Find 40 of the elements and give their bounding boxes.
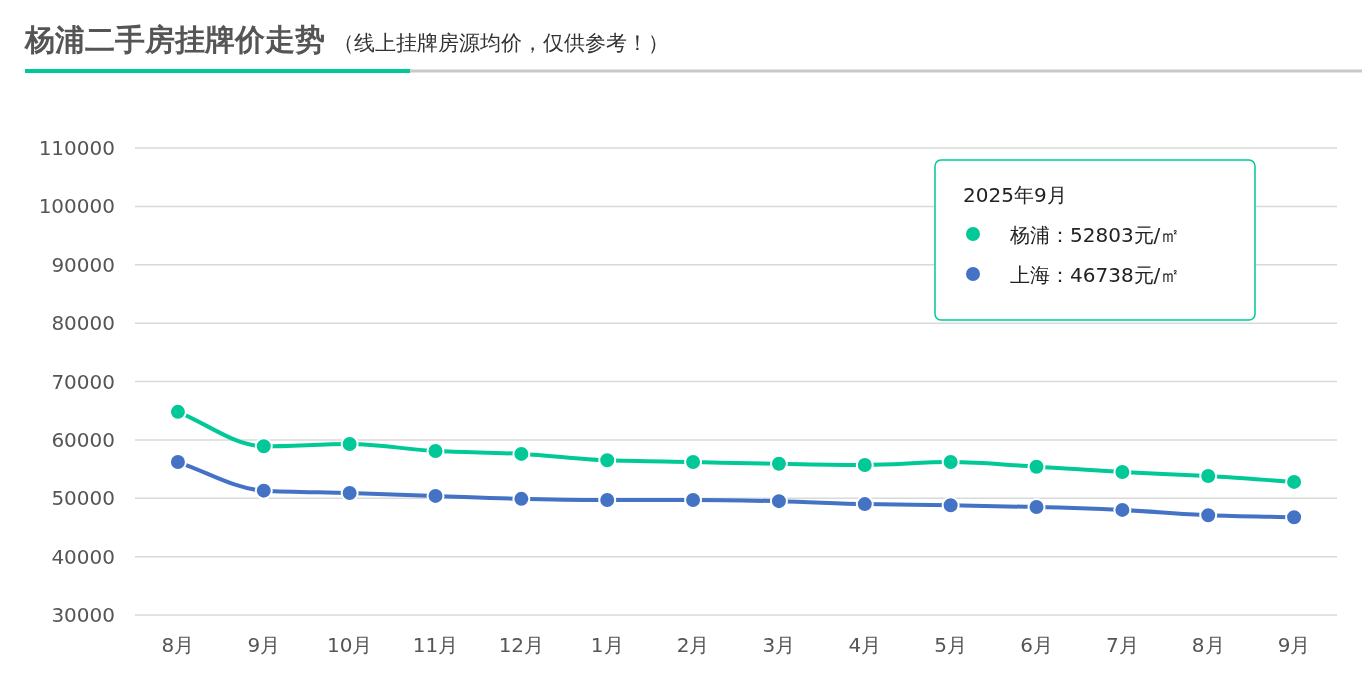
chart-title: 杨浦二手房挂牌价走势: [24, 22, 325, 57]
point: [598, 451, 617, 470]
y-tick-label: 50000: [51, 486, 115, 511]
chart-subtitle: （线上挂牌房源均价，仅供参考！）: [333, 31, 669, 55]
point: [769, 454, 788, 473]
point: [254, 437, 273, 456]
point: [598, 491, 617, 509]
y-tick-label: 90000: [51, 252, 115, 277]
x-tick-label: 4月: [848, 633, 882, 657]
point: [1199, 506, 1218, 525]
x-tick-label: 5月: [934, 633, 968, 657]
point: [684, 491, 703, 509]
x-tick-label: 3月: [762, 633, 796, 657]
annotation: 上海：46738元/㎡: [1010, 263, 1181, 287]
y-tick-label: 40000: [51, 544, 115, 569]
point: [512, 489, 531, 508]
x-tick-label: 9月: [1277, 633, 1311, 657]
y-tick-label: 80000: [51, 311, 115, 336]
x-tick-label: 1月: [590, 633, 624, 657]
x-tick-label: 9月: [247, 633, 281, 657]
y-tick-label: 70000: [51, 369, 115, 394]
y-tick-label: 30000: [51, 603, 115, 627]
point: [340, 484, 359, 502]
point: [254, 481, 273, 500]
x-tick-label: 10月: [326, 633, 373, 657]
x-tick-label: 7月: [1105, 633, 1139, 657]
y-tick-label: 100000: [38, 194, 115, 219]
point: [941, 496, 960, 515]
point: [769, 492, 788, 511]
annotation: 2025年9月: [963, 183, 1067, 207]
annotation: 杨浦：52803元/㎡: [1009, 223, 1181, 247]
x-tick-label: 8月: [161, 633, 195, 657]
x-tick-label: 2月: [676, 633, 710, 657]
x-tick-label: 6月: [1020, 633, 1053, 657]
x-tick-label: 12月: [498, 633, 545, 657]
y-tick-label: 60000: [51, 427, 115, 452]
x-tick-label: 11月: [412, 633, 459, 657]
point: [1027, 457, 1046, 476]
y-tick-label: 110000: [38, 136, 115, 160]
x-tick-label: 8月: [1191, 633, 1225, 657]
